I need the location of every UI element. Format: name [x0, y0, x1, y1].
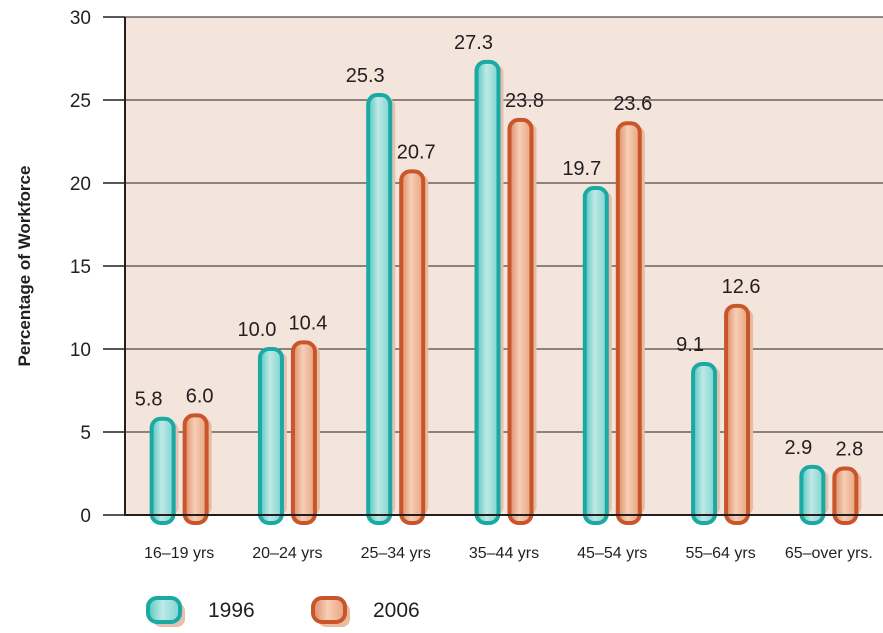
y-tick-label: 5: [80, 423, 91, 444]
legend-label-1996: 1996: [208, 599, 255, 622]
data-label-1996-4: 19.7: [562, 158, 601, 180]
bar-1996-0: [149, 416, 176, 525]
bar-1996-5: [691, 361, 718, 525]
data-label-2006-6: 2.8: [835, 439, 863, 461]
bar-2006-6: [832, 466, 859, 525]
bar-1996-3: [474, 59, 501, 525]
data-label-1996-0: 5.8: [135, 389, 163, 411]
data-label-2006-0: 6.0: [186, 385, 214, 407]
data-label-1996-1: 10.0: [237, 319, 276, 341]
legend: 1996 2006: [146, 596, 420, 627]
x-category-label: 45–54 yrs: [577, 545, 647, 562]
x-category-label: 25–34 yrs: [361, 545, 431, 562]
x-category-label: 55–64 yrs: [685, 545, 755, 562]
data-label-2006-1: 10.4: [288, 312, 327, 334]
data-label-2006-3: 23.8: [505, 90, 544, 112]
bar-2006-4: [615, 121, 642, 526]
x-axis-categories: 16–19 yrs 20–24 yrs 25–34 yrs 35–44 yrs 45–5…: [144, 545, 873, 562]
bar-2006-1: [290, 340, 317, 525]
bar-1996-6: [799, 464, 826, 525]
y-tick-label: 0: [80, 506, 91, 527]
y-tick-label: 30: [70, 8, 91, 29]
y-axis-title: Percentage of Workforce: [15, 166, 34, 367]
data-label-1996-3: 27.3: [454, 32, 493, 54]
x-category-label: 35–44 yrs: [469, 545, 539, 562]
gridlines: [125, 16, 883, 433]
bars: 5.8 6.0 10.0 10.4 25.3 20.7 27.3 23.8 19.7 23.6 9.…: [135, 32, 863, 526]
bar-2006-2: [399, 169, 426, 525]
x-category-label: 16–19 yrs: [144, 545, 214, 562]
y-axis-ticks: 0 5 10 15 20 25 30: [70, 8, 125, 527]
data-label-1996-6: 2.9: [784, 437, 812, 459]
y-tick-label: 10: [70, 340, 91, 361]
bar-1996-2: [366, 93, 393, 526]
x-category-label: 65–over yrs.: [785, 545, 873, 562]
bar-1996-4: [582, 185, 609, 525]
y-tick-label: 20: [70, 174, 91, 195]
bar-1996-1: [257, 347, 284, 525]
bar-2006-3: [507, 117, 534, 525]
bar-2006-5: [724, 303, 751, 525]
data-label-2006-2: 20.7: [397, 141, 436, 163]
data-label-1996-5: 9.1: [676, 334, 704, 356]
data-label-1996-2: 25.3: [346, 65, 385, 87]
data-label-2006-5: 12.6: [722, 276, 761, 298]
y-tick-label: 15: [70, 257, 91, 278]
legend-swatch-1996: [146, 596, 182, 624]
bar-2006-0: [182, 413, 209, 525]
data-label-2006-4: 23.6: [613, 93, 652, 115]
x-category-label: 20–24 yrs: [252, 545, 322, 562]
legend-label-2006: 2006: [373, 599, 420, 622]
y-tick-label: 25: [70, 91, 91, 112]
legend-swatch-2006: [311, 596, 347, 624]
